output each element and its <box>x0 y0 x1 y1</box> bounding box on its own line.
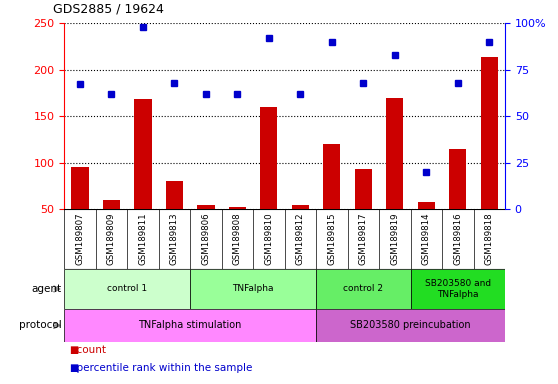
Text: control 1: control 1 <box>107 285 147 293</box>
Bar <box>134 99 152 209</box>
Bar <box>411 269 505 309</box>
Bar <box>197 205 214 209</box>
Bar <box>449 149 466 209</box>
Bar <box>417 202 435 209</box>
Bar <box>166 181 183 209</box>
Text: SB203580 preincubation: SB203580 preincubation <box>350 320 471 331</box>
Text: percentile rank within the sample: percentile rank within the sample <box>70 363 252 373</box>
Text: control 2: control 2 <box>343 285 383 293</box>
Text: ■: ■ <box>69 345 78 355</box>
Text: TNFalpha: TNFalpha <box>232 285 274 293</box>
Text: GSM189812: GSM189812 <box>296 213 305 265</box>
Text: GSM189817: GSM189817 <box>359 213 368 265</box>
Bar <box>71 167 89 209</box>
Bar <box>355 169 372 209</box>
Bar <box>64 309 316 342</box>
Text: GSM189816: GSM189816 <box>453 213 462 265</box>
Bar <box>316 309 505 342</box>
Text: GSM189814: GSM189814 <box>422 213 431 265</box>
Bar <box>292 205 309 209</box>
Bar <box>229 207 246 209</box>
Text: SB203580 and
TNFalpha: SB203580 and TNFalpha <box>425 279 491 299</box>
Text: GSM189808: GSM189808 <box>233 213 242 265</box>
Text: agent: agent <box>31 284 61 294</box>
Bar <box>480 58 498 209</box>
Text: TNFalpha stimulation: TNFalpha stimulation <box>138 320 242 331</box>
Text: GSM189809: GSM189809 <box>107 213 116 265</box>
Bar <box>323 144 340 209</box>
Bar <box>316 269 411 309</box>
Text: protocol: protocol <box>18 320 61 331</box>
Bar <box>386 98 403 209</box>
Text: ■: ■ <box>69 363 78 373</box>
Text: GSM189813: GSM189813 <box>170 213 179 265</box>
Text: GSM189810: GSM189810 <box>264 213 273 265</box>
Text: count: count <box>70 345 106 355</box>
Text: GSM189806: GSM189806 <box>201 213 210 265</box>
Text: GSM189811: GSM189811 <box>138 213 147 265</box>
Bar <box>260 107 277 209</box>
Text: GDS2885 / 19624: GDS2885 / 19624 <box>53 2 164 15</box>
Text: GSM189818: GSM189818 <box>485 213 494 265</box>
Bar <box>190 269 316 309</box>
Bar <box>64 269 190 309</box>
Text: GSM189819: GSM189819 <box>390 213 400 265</box>
Bar <box>103 200 120 209</box>
Text: GSM189815: GSM189815 <box>328 213 336 265</box>
Text: GSM189807: GSM189807 <box>75 213 84 265</box>
